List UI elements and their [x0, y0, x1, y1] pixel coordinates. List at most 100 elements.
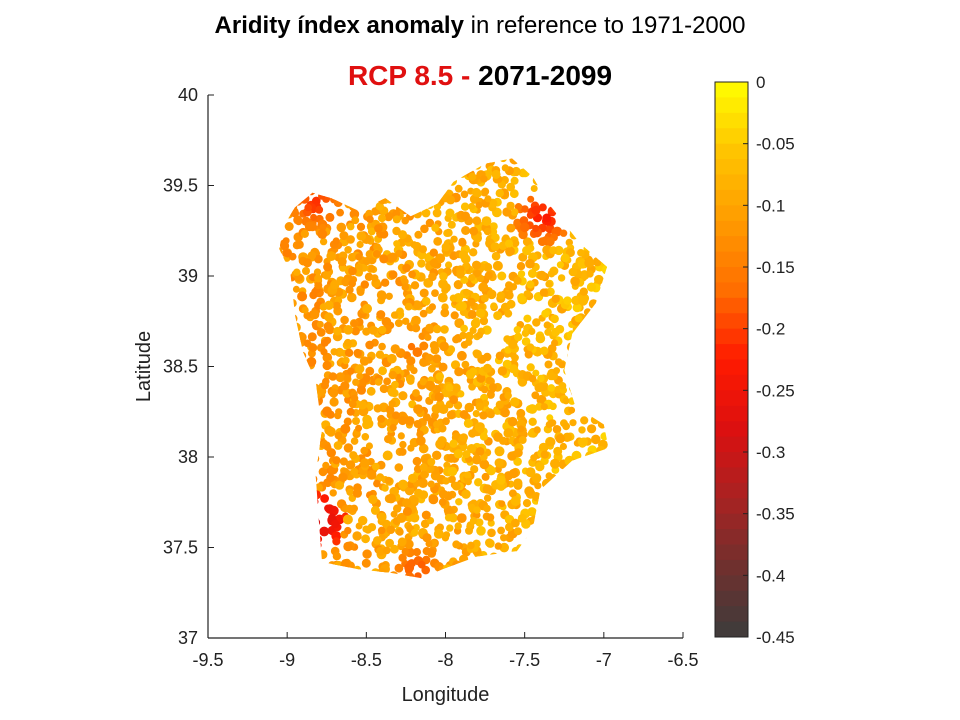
colorbar-tick-label: -0.4 — [756, 566, 785, 585]
scatter-point — [419, 463, 428, 472]
scatter-point — [472, 454, 482, 465]
scatter-point — [567, 220, 577, 229]
scatter-point — [602, 535, 609, 545]
scatter-point — [344, 246, 352, 254]
scatter-point — [608, 448, 609, 456]
scatter-point — [337, 160, 346, 169]
scatter-point — [494, 446, 505, 457]
scatter-point — [327, 569, 337, 579]
scatter-point — [566, 523, 576, 532]
scatter-point — [587, 193, 596, 202]
scatter-point — [349, 209, 360, 219]
scatter-point — [557, 475, 566, 485]
scatter-point — [461, 360, 470, 369]
scatter-point — [319, 526, 330, 537]
scatter-point — [445, 158, 454, 164]
scatter-point — [578, 295, 589, 306]
scatter-point — [271, 374, 278, 381]
colorbar-tick-label: -0.25 — [756, 381, 795, 400]
scatter-point — [279, 360, 283, 370]
scatter-point — [606, 574, 609, 579]
scatter-point — [518, 168, 528, 178]
scatter-point — [446, 410, 456, 420]
scatter-point — [298, 351, 307, 360]
scatter-point — [421, 201, 429, 210]
scatter-point — [396, 307, 404, 316]
scatter-point — [475, 146, 484, 155]
scatter-point — [590, 386, 599, 395]
scatter-point — [392, 215, 401, 224]
scatter-point — [324, 443, 332, 452]
scatter-point — [340, 381, 350, 391]
scatter-point — [501, 146, 509, 154]
scatter-point — [386, 184, 396, 195]
scatter-point — [307, 332, 317, 342]
scatter-point — [394, 563, 404, 573]
scatter-point — [374, 575, 385, 579]
scatter-point — [279, 387, 285, 396]
scatter-point — [383, 377, 391, 386]
scatter-point — [528, 417, 537, 426]
scatter-point — [289, 523, 298, 531]
scatter-point — [303, 385, 313, 396]
scatter-point — [279, 321, 288, 330]
scatter-point — [570, 387, 581, 398]
scatter-point — [538, 442, 549, 453]
scatter-point — [565, 173, 573, 180]
scatter-point — [600, 184, 609, 194]
scatter-point — [555, 149, 563, 157]
colorbar-band — [715, 482, 748, 499]
scatter-point — [508, 468, 519, 479]
y-tick-label: 40 — [178, 85, 198, 105]
x-axis-label: Longitude — [402, 684, 490, 706]
scatter-point — [424, 333, 432, 341]
scatter-point — [536, 510, 544, 518]
scatter-point — [605, 286, 609, 296]
scatter-point — [317, 431, 325, 440]
scatter-point — [375, 350, 385, 359]
scatter-point — [547, 497, 556, 506]
scatter-point — [540, 569, 547, 577]
x-tick-label: -7 — [596, 650, 612, 670]
scatter-point — [549, 489, 559, 499]
scatter-point — [334, 431, 343, 440]
scatter-point — [371, 462, 380, 471]
scatter-point — [348, 266, 357, 276]
scatter-point — [414, 230, 423, 239]
scatter-point — [279, 462, 282, 471]
scatter-point — [574, 552, 584, 562]
scatter-point — [612, 303, 620, 311]
scatter-point — [542, 570, 551, 579]
scatter-point — [531, 492, 542, 502]
scatter-point — [279, 359, 282, 368]
scatter-point — [302, 481, 312, 491]
scatter-point — [498, 575, 508, 579]
scatter-point — [342, 179, 351, 188]
scatter-point — [589, 564, 597, 573]
scatter-point — [431, 404, 442, 414]
scatter-point — [583, 239, 591, 247]
scatter-point — [506, 201, 515, 211]
scatter-point — [470, 318, 481, 329]
scatter-point — [375, 202, 384, 211]
colorbar-band — [715, 328, 748, 345]
scatter-point — [425, 353, 434, 362]
scatter-point — [407, 342, 416, 351]
scatter-point — [378, 214, 386, 223]
scatter-point — [568, 147, 577, 156]
scatter-point — [435, 372, 444, 381]
scatter-point — [565, 485, 576, 496]
scatter-point — [288, 339, 297, 348]
scatter-point — [544, 328, 552, 336]
scatter-point — [381, 484, 389, 492]
scatter-point — [386, 168, 396, 178]
scatter-point — [491, 233, 500, 242]
scatter-point — [549, 246, 558, 255]
scatter-point — [290, 398, 299, 408]
scatter-point — [379, 229, 389, 239]
scatter-point — [433, 420, 441, 429]
scatter-point — [296, 519, 306, 530]
scatter-point — [602, 303, 609, 313]
scatter-point — [545, 438, 554, 447]
scatter-point — [304, 456, 312, 465]
